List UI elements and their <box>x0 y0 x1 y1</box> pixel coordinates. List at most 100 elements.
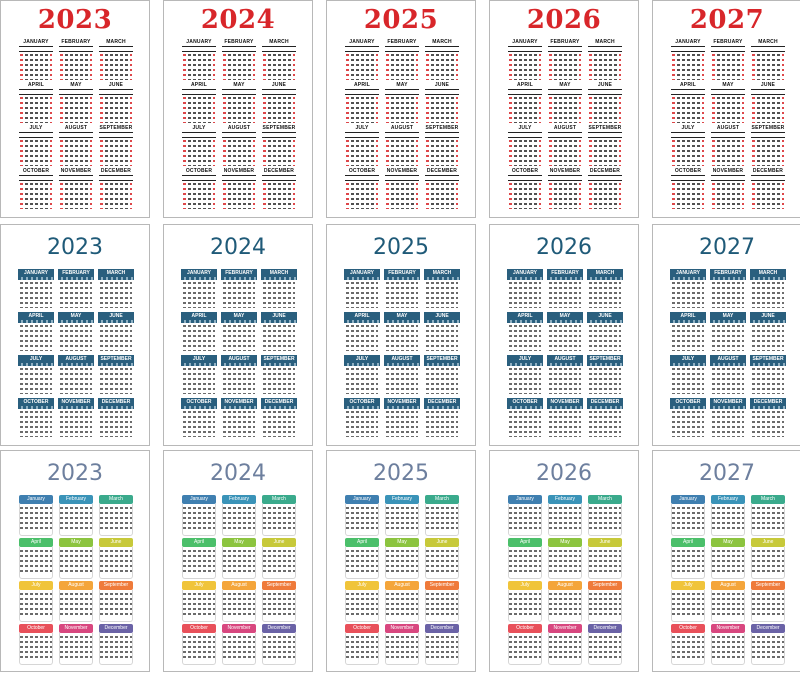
month-name: OCTOBER <box>181 398 217 406</box>
months-grid: January February March April May June July Augu… <box>343 495 461 667</box>
day-numbers-grid <box>712 140 744 166</box>
month-block: JULY <box>669 125 707 168</box>
month-frame <box>182 547 216 579</box>
day-numbers-grid <box>509 550 541 574</box>
day-numbers-grid <box>426 97 458 123</box>
month-block: SEPTEMBER <box>423 125 461 168</box>
month-name: NOVEMBER <box>223 168 255 174</box>
weekday-header <box>58 363 94 366</box>
day-numbers-grid <box>100 282 132 308</box>
weekday-header <box>19 46 53 52</box>
month-block: APRIL <box>669 82 707 125</box>
month-name: FEBRUARY <box>387 39 417 45</box>
day-numbers-grid <box>223 140 255 166</box>
weekday-header <box>98 277 134 280</box>
weekday-header <box>751 46 785 52</box>
month-name: APRIL <box>191 82 207 88</box>
weekday-header <box>181 363 217 366</box>
day-numbers-grid <box>60 282 92 308</box>
month-frame <box>385 547 419 579</box>
month-block: March <box>97 495 135 538</box>
month-frame <box>182 504 216 536</box>
weekday-header <box>18 277 54 280</box>
weekday-header <box>221 406 257 409</box>
month-frame <box>711 504 745 536</box>
day-numbers-grid <box>100 507 132 531</box>
month-block: JULY <box>17 355 55 398</box>
month-name: October <box>19 624 53 633</box>
month-block: JUNE <box>586 82 624 125</box>
month-block: MARCH <box>586 269 624 312</box>
month-block: JULY <box>180 355 218 398</box>
month-block: July <box>343 581 381 624</box>
day-numbers-grid <box>183 54 215 80</box>
month-name: December <box>262 624 296 633</box>
month-block: August <box>220 581 258 624</box>
month-block: OCTOBER <box>343 398 381 441</box>
month-name: JULY <box>192 125 206 131</box>
weekday-header <box>385 89 419 95</box>
year-title: 2023 <box>47 235 103 260</box>
month-frame <box>671 504 705 536</box>
month-name: JANUARY <box>512 39 538 45</box>
month-name: SEPTEMBER <box>425 125 459 131</box>
month-block: November <box>546 624 584 667</box>
month-name: June <box>99 538 133 547</box>
month-name: July <box>19 581 53 590</box>
month-name: OCTOBER <box>344 398 380 406</box>
month-block: FEBRUARY <box>383 39 421 82</box>
month-block: NOVEMBER <box>709 168 747 211</box>
month-block: SEPTEMBER <box>586 355 624 398</box>
weekday-header <box>385 132 419 138</box>
day-numbers-grid <box>672 54 704 80</box>
months-grid: January February March April May June July Augu… <box>506 495 624 667</box>
month-block: DECEMBER <box>423 398 461 441</box>
weekday-header <box>59 89 93 95</box>
month-name: December <box>425 624 459 633</box>
months-grid: JANUARY FEBRUARY MARCH APRIL MAY JUNE JULY AUGU… <box>506 269 624 441</box>
month-block: October <box>669 624 707 667</box>
months-grid: January February March April May June July Augu… <box>17 495 135 667</box>
month-frame <box>182 633 216 665</box>
day-numbers-grid <box>223 183 255 209</box>
month-name: JUNE <box>424 312 460 320</box>
month-name: JUNE <box>587 312 623 320</box>
month-block: September <box>749 581 787 624</box>
day-numbers-grid <box>263 550 295 574</box>
month-name: OCTOBER <box>18 398 54 406</box>
months-grid: January February March April May June July Augu… <box>180 495 298 667</box>
day-numbers-grid <box>386 368 418 394</box>
weekday-header <box>547 363 583 366</box>
month-block: JULY <box>180 125 218 168</box>
month-name: August <box>548 581 582 590</box>
month-block: FEBRUARY <box>709 269 747 312</box>
month-block: JANUARY <box>669 39 707 82</box>
month-frame <box>345 504 379 536</box>
month-name: OCTOBER <box>22 168 50 174</box>
month-frame <box>671 633 705 665</box>
month-name: AUGUST <box>58 355 94 363</box>
day-numbers-grid <box>60 636 92 660</box>
month-name: NOVEMBER <box>547 398 583 406</box>
month-block: MARCH <box>749 269 787 312</box>
month-block: July <box>180 581 218 624</box>
month-name: JANUARY <box>507 269 543 277</box>
month-name: October <box>508 624 542 633</box>
day-numbers-grid <box>752 368 784 394</box>
months-grid: JANUARY FEBRUARY MARCH APRIL MAY JUNE JULY AUGU… <box>343 39 461 211</box>
day-numbers-grid <box>589 411 621 437</box>
day-numbers-grid <box>752 411 784 437</box>
month-block: JULY <box>343 125 381 168</box>
month-name: FEBRUARY <box>713 39 743 45</box>
month-block: February <box>220 495 258 538</box>
weekday-header <box>222 46 256 52</box>
month-block: SEPTEMBER <box>423 355 461 398</box>
day-numbers-grid <box>183 325 215 351</box>
day-numbers-grid <box>549 368 581 394</box>
day-numbers-grid <box>263 368 295 394</box>
weekday-header <box>181 277 217 280</box>
weekday-header <box>424 277 460 280</box>
month-block: DECEMBER <box>97 398 135 441</box>
day-numbers-grid <box>509 368 541 394</box>
day-numbers-grid <box>426 593 458 617</box>
